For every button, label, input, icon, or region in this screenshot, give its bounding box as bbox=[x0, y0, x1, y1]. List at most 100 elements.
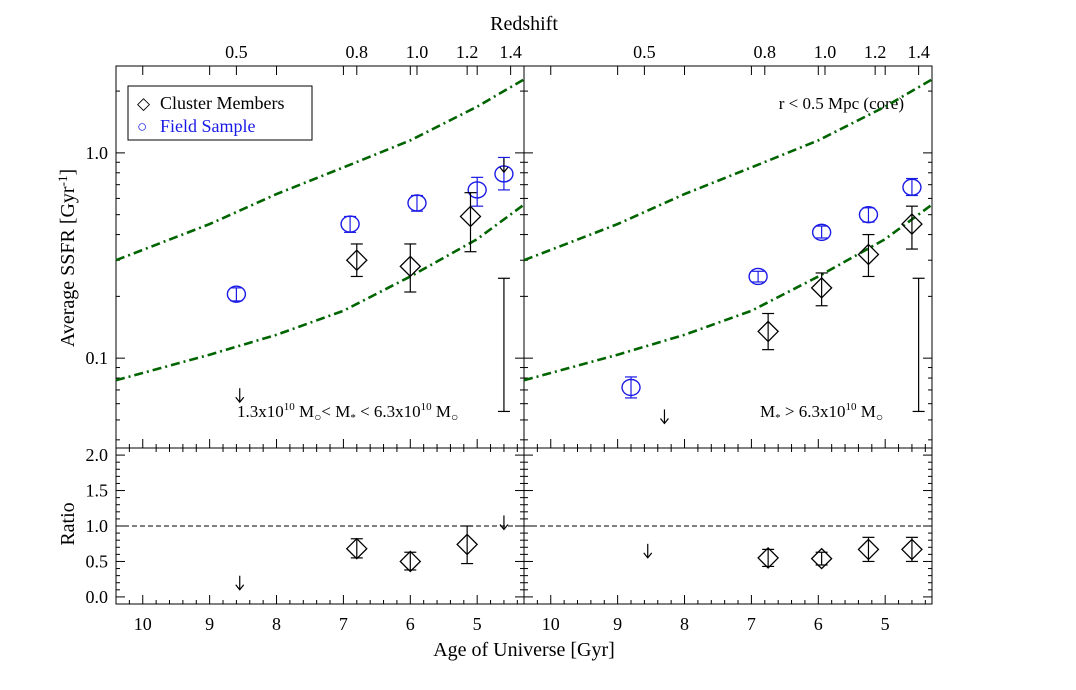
y-axis-title-upper-sup: -1 bbox=[55, 176, 70, 187]
y-tick-label-lower: 0.0 bbox=[86, 587, 109, 607]
x-tick-label: 9 bbox=[205, 614, 214, 634]
top-tick-label: 0.5 bbox=[633, 42, 656, 62]
mass-label-right-unit: M bbox=[856, 402, 875, 421]
mass-label-left-sun1: ○ bbox=[314, 410, 321, 424]
field-point bbox=[811, 223, 832, 242]
mass-label-right-exp: 10 bbox=[845, 401, 857, 413]
x-tick-label: 8 bbox=[680, 614, 689, 634]
x-axis-title: Age of Universe [Gyr] bbox=[433, 639, 615, 661]
ssfr-upper-limit-arrow-head bbox=[235, 396, 245, 404]
field-point bbox=[226, 285, 247, 303]
top-tick-label: 0.8 bbox=[754, 42, 777, 62]
mass-label-left-exp2: 10 bbox=[421, 401, 433, 413]
x-tick-label: 8 bbox=[272, 614, 281, 634]
field-point bbox=[748, 267, 768, 286]
y-axis-title-upper-main: Average SSFR [Gyr bbox=[57, 186, 79, 347]
ssfr-upper-limit-arrow-head bbox=[499, 166, 509, 174]
x-tick-label: 10 bbox=[134, 614, 152, 634]
model-curve-upper bbox=[115, 78, 525, 262]
field-point bbox=[858, 205, 879, 224]
mass-label-right-sun: ○ bbox=[876, 410, 883, 424]
mass-label-left: 1.3x1010 M○< M* < 6.3x1010 M○ bbox=[237, 401, 458, 424]
cluster-point bbox=[757, 320, 780, 343]
mass-label-left-exp1: 10 bbox=[284, 401, 296, 413]
x-tick-label: 9 bbox=[613, 614, 622, 634]
top-tick-label: 1.2 bbox=[864, 42, 887, 62]
top-tick-label: 1.4 bbox=[499, 42, 522, 62]
panel-frames bbox=[115, 65, 933, 605]
x-tick-label: 5 bbox=[473, 614, 482, 634]
cluster-point bbox=[810, 276, 833, 299]
legend-cluster-symbol: ◇ bbox=[137, 94, 151, 113]
x-tick-label: 5 bbox=[881, 614, 890, 634]
y-tick-label-lower: 0.5 bbox=[86, 551, 109, 571]
field-point bbox=[407, 194, 427, 212]
panel-right: 10 9 8 7 6 5 0.5 0.8 1.0 1.2 1.4 bbox=[523, 42, 933, 634]
mass-label-right-star: * bbox=[775, 412, 781, 424]
ratio-point bbox=[757, 546, 780, 569]
ratio-point bbox=[857, 538, 880, 561]
y-tick-label-lower: 2.0 bbox=[86, 445, 109, 465]
panel-left: 10 9 8 7 6 5 0.5 0.8 1.0 1.2 1.4 1.0 0.1 2.0 1.5 1.0 0.5… bbox=[86, 42, 525, 634]
top-tick-label: 1.0 bbox=[406, 42, 429, 62]
model-curve-lower bbox=[523, 203, 933, 382]
cluster-point bbox=[345, 249, 368, 272]
mass-label-left-star: * bbox=[350, 412, 356, 424]
legend-field-symbol: ○ bbox=[137, 117, 147, 136]
y-tick-label-upper: 0.1 bbox=[86, 348, 109, 368]
top-axis-title: Redshift bbox=[490, 13, 558, 35]
ratio-upper-limit-arrow-head bbox=[235, 584, 245, 591]
top-tick-label: 0.5 bbox=[225, 42, 248, 62]
y-tick-label-lower: 1.0 bbox=[86, 516, 109, 536]
x-tick-label: 6 bbox=[406, 614, 415, 634]
core-label: r < 0.5 Mpc (core) bbox=[779, 94, 904, 113]
y-tick-label-lower: 1.5 bbox=[86, 481, 109, 501]
top-tick-label: 1.0 bbox=[814, 42, 837, 62]
y-axis-title-upper-close: ] bbox=[57, 169, 79, 176]
x-tick-label: 7 bbox=[339, 614, 348, 634]
ratio-upper-limit-arrow-head bbox=[499, 524, 509, 531]
ratio-point bbox=[399, 550, 422, 573]
field-point bbox=[621, 378, 641, 397]
model-curve-lower bbox=[115, 203, 525, 382]
ratio-point bbox=[456, 533, 479, 556]
top-tick-label: 1.4 bbox=[907, 42, 930, 62]
mass-label-right-mid2: > 6.3x10 bbox=[781, 402, 846, 421]
mass-label-right-m: M bbox=[760, 402, 775, 421]
y-axis-title-upper: Average SSFR [Gyr-1] bbox=[55, 169, 79, 347]
mass-label-left-unit2: M bbox=[432, 402, 451, 421]
x-tick-label: 6 bbox=[814, 614, 823, 634]
field-point bbox=[902, 178, 922, 196]
frame-upper-right bbox=[523, 65, 933, 449]
mass-label-left-mid: < M bbox=[321, 402, 350, 421]
ratio-upper-limit-arrow-head bbox=[643, 552, 653, 559]
cluster-point bbox=[399, 255, 422, 278]
mass-label-right: M* > 6.3x1010 M○ bbox=[760, 401, 883, 424]
model-curve-upper bbox=[523, 78, 933, 262]
legend-box bbox=[127, 85, 313, 141]
field-point bbox=[467, 181, 487, 199]
cluster-point bbox=[901, 213, 923, 235]
mass-label-left-sun2: ○ bbox=[451, 410, 458, 424]
legend-cluster-label: Cluster Members bbox=[160, 93, 284, 113]
cluster-point bbox=[459, 205, 482, 228]
top-tick-label: 0.8 bbox=[346, 42, 369, 62]
legend-field-label: Field Sample bbox=[160, 116, 256, 136]
mass-label-left-mid2: < 6.3x10 bbox=[356, 402, 421, 421]
ratio-point bbox=[901, 538, 923, 561]
top-tick-label: 1.2 bbox=[456, 42, 479, 62]
mass-label-left-unit1: M bbox=[295, 402, 314, 421]
y-tick-label-upper: 1.0 bbox=[86, 143, 109, 163]
legend: ◇ Cluster Members ○ Field Sample bbox=[127, 85, 313, 141]
chart-marks: 10 9 8 7 6 5 0.5 0.8 1.0 1.2 1.4 1.0 0.1 2.0 1.5 1.0 0.5… bbox=[86, 42, 933, 634]
x-tick-label: 7 bbox=[747, 614, 756, 634]
mass-label-left-coef: 1.3x10 bbox=[237, 402, 284, 421]
y-axis-title-lower: Ratio bbox=[57, 502, 79, 545]
ssfr-upper-limit-arrow-head bbox=[659, 418, 669, 425]
ratio-point bbox=[345, 537, 368, 560]
cluster-point bbox=[857, 243, 880, 266]
ratio-point bbox=[810, 547, 833, 570]
x-tick-label: 10 bbox=[542, 614, 560, 634]
field-point bbox=[340, 215, 360, 233]
